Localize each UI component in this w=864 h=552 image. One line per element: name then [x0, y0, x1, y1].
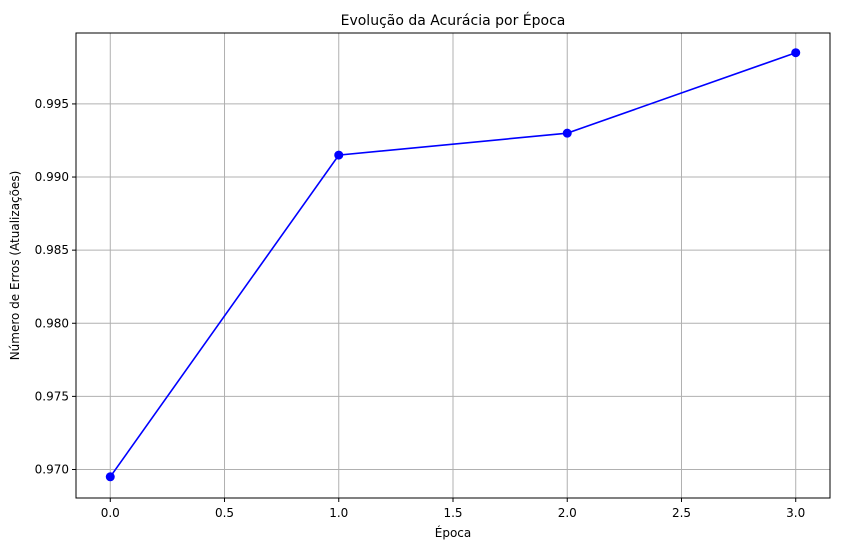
x-tick-label: 2.0 [558, 506, 577, 520]
y-tick-label: 0.985 [35, 243, 69, 257]
series-line [109, 51, 796, 478]
y-tick-label: 0.980 [35, 316, 69, 330]
x-axis-label: Época [435, 525, 472, 540]
x-tick-label: 0.0 [101, 506, 120, 520]
x-tick-label: 0.5 [215, 506, 234, 520]
y-tick-label: 0.995 [35, 97, 69, 111]
y-tick-label: 0.975 [35, 389, 69, 403]
data-point [562, 128, 572, 138]
plot-area-frame [75, 32, 831, 499]
data-point [105, 472, 115, 482]
data-point [791, 48, 801, 58]
x-tick-label: 3.0 [786, 506, 805, 520]
y-tick-label: 0.990 [35, 170, 69, 184]
series-layer [105, 48, 801, 482]
grid-lines [76, 33, 830, 498]
data-point [334, 150, 344, 160]
y-axis-label: Número de Erros (Atualizações) [8, 171, 22, 361]
chart-title: Evolução da Acurácia por Época [341, 12, 566, 29]
x-tick-label: 1.0 [329, 506, 348, 520]
x-tick-label: 1.5 [443, 506, 462, 520]
axis-ticks: 0.0 0.5 1.0 1.5 2.0 2.5 3.0 0.970 0.975 0.980 0.98… [35, 97, 806, 520]
x-tick-label: 2.5 [672, 506, 691, 520]
y-tick-label: 0.970 [35, 462, 69, 476]
